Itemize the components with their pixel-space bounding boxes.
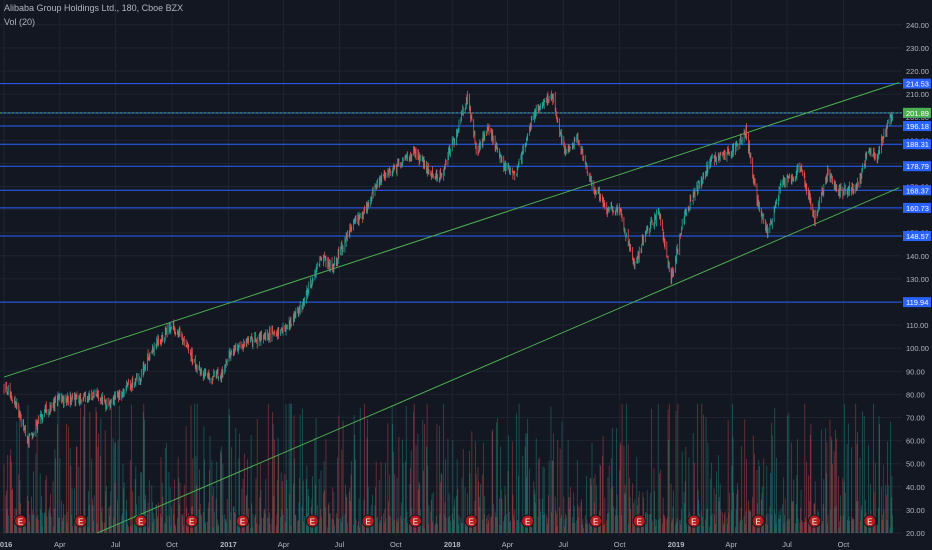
y-tick-label: 140.00 xyxy=(906,252,929,261)
earnings-marker-label: E xyxy=(525,518,530,527)
level-tag xyxy=(903,78,931,89)
earnings-marker-label: E xyxy=(18,518,23,527)
y-tick-label: 100.00 xyxy=(906,344,929,353)
support-lines xyxy=(0,83,902,303)
level-tag-label: 188.31 xyxy=(906,140,929,149)
level-tag-label: 196.18 xyxy=(906,122,929,131)
x-tick-label: Jul xyxy=(111,540,121,549)
earnings-marker xyxy=(808,514,822,528)
y-tick-label: 60.00 xyxy=(906,437,925,446)
y-tick-label: 230.00 xyxy=(906,44,929,53)
x-tick-label: Oct xyxy=(390,540,403,549)
earnings-marker xyxy=(361,514,375,528)
x-tick-label: Jul xyxy=(782,540,792,549)
level-tag xyxy=(903,185,931,196)
y-tick-label: 50.00 xyxy=(906,460,925,469)
earnings-marker-label: E xyxy=(637,518,642,527)
grid xyxy=(0,0,902,536)
trend-lines xyxy=(3,82,900,534)
x-tick-label: 2016 xyxy=(0,540,12,549)
earnings-marker xyxy=(521,514,535,528)
level-tag xyxy=(903,121,931,132)
price-axis-bg xyxy=(903,0,932,550)
earnings-marker xyxy=(632,514,646,528)
x-tick-label: Apr xyxy=(54,540,66,549)
earnings-marker xyxy=(863,514,877,528)
earnings-marker-label: E xyxy=(78,518,83,527)
trend-line xyxy=(97,187,900,534)
level-tag-label: 148.57 xyxy=(906,232,929,241)
x-tick-label: 2019 xyxy=(668,540,685,549)
earnings-marker xyxy=(751,514,765,528)
earnings-marker-label: E xyxy=(593,518,598,527)
y-tick-label: 30.00 xyxy=(906,506,925,515)
y-tick-label: 80.00 xyxy=(906,390,925,399)
y-tick-label: 110.00 xyxy=(906,321,928,330)
level-tag xyxy=(903,297,931,308)
earnings-marker xyxy=(236,514,250,528)
x-tick-label: 2017 xyxy=(220,540,237,549)
x-tick-label: Jul xyxy=(558,540,568,549)
earnings-marker-label: E xyxy=(138,518,143,527)
earnings-marker-label: E xyxy=(691,518,696,527)
level-tag xyxy=(903,231,931,242)
y-tick-label: 220.00 xyxy=(906,67,929,76)
y-tick-label: 70.00 xyxy=(906,414,925,423)
time-axis: 2016 Apr Jul Oct 2017 Apr Jul Oct 2018 Apr Jul Oct 2… xyxy=(0,537,903,550)
earnings-marker xyxy=(408,514,422,528)
x-tick-label: Apr xyxy=(502,540,514,549)
x-tick-label: Oct xyxy=(838,540,851,549)
earnings-marker xyxy=(185,514,199,528)
earnings-marker xyxy=(305,514,319,528)
candles xyxy=(3,90,893,448)
time-axis-bg xyxy=(0,537,903,550)
earnings-marker xyxy=(134,514,148,528)
volume-indicator-label: Vol (20) xyxy=(4,17,36,27)
earnings-marker xyxy=(14,514,28,528)
x-tick-label: Oct xyxy=(166,540,179,549)
current-price-tag xyxy=(903,107,931,118)
earnings-marker-label: E xyxy=(366,518,371,527)
volume-bars xyxy=(3,403,893,533)
earnings-marker-label: E xyxy=(756,518,761,527)
x-tick-label: Oct xyxy=(614,540,627,549)
earnings-marker-label: E xyxy=(310,518,315,527)
earnings-marker-label: E xyxy=(413,518,418,527)
y-tick-label: 240.00 xyxy=(906,21,929,30)
earnings-marker-label: E xyxy=(240,518,245,527)
earnings-marker xyxy=(74,514,88,528)
earnings-marker-label: E xyxy=(189,518,194,527)
level-tag-label: 214.53 xyxy=(906,80,929,89)
level-tag-label: 119.94 xyxy=(906,298,928,307)
price-axis: 20.00 30.00 40.00 50.00 60.00 70.00 80.00 90.00… xyxy=(903,0,932,550)
y-tick-label: 90.00 xyxy=(906,367,925,376)
y-tick-label: 210.00 xyxy=(906,90,929,99)
x-tick-label: Jul xyxy=(335,540,345,549)
earnings-marker xyxy=(589,514,603,528)
chart-title: Alibaba Group Holdings Ltd., 180, Cboe B… xyxy=(4,3,184,13)
earnings-marker xyxy=(687,514,701,528)
x-tick-label: Apr xyxy=(725,540,737,549)
earnings-marker-label: E xyxy=(812,518,817,527)
level-tag xyxy=(903,161,931,172)
level-tag xyxy=(903,139,931,150)
level-tag-label: 160.73 xyxy=(906,204,929,213)
trend-line xyxy=(3,82,900,378)
y-tick-label: 130.00 xyxy=(906,275,929,284)
level-tag xyxy=(903,202,931,213)
y-tick-label: 20.00 xyxy=(906,529,925,538)
level-tag-label: 178.79 xyxy=(906,162,929,171)
level-tag-label: 168.37 xyxy=(906,186,929,195)
earnings-marker xyxy=(464,514,478,528)
earnings-marker-label: E xyxy=(867,518,872,527)
earnings-marker-label: E xyxy=(469,518,474,527)
current-price-label: 201.89 xyxy=(906,109,929,118)
x-tick-label: 2018 xyxy=(444,540,461,549)
y-tick-label: 40.00 xyxy=(906,483,925,492)
x-tick-label: Apr xyxy=(278,540,290,549)
